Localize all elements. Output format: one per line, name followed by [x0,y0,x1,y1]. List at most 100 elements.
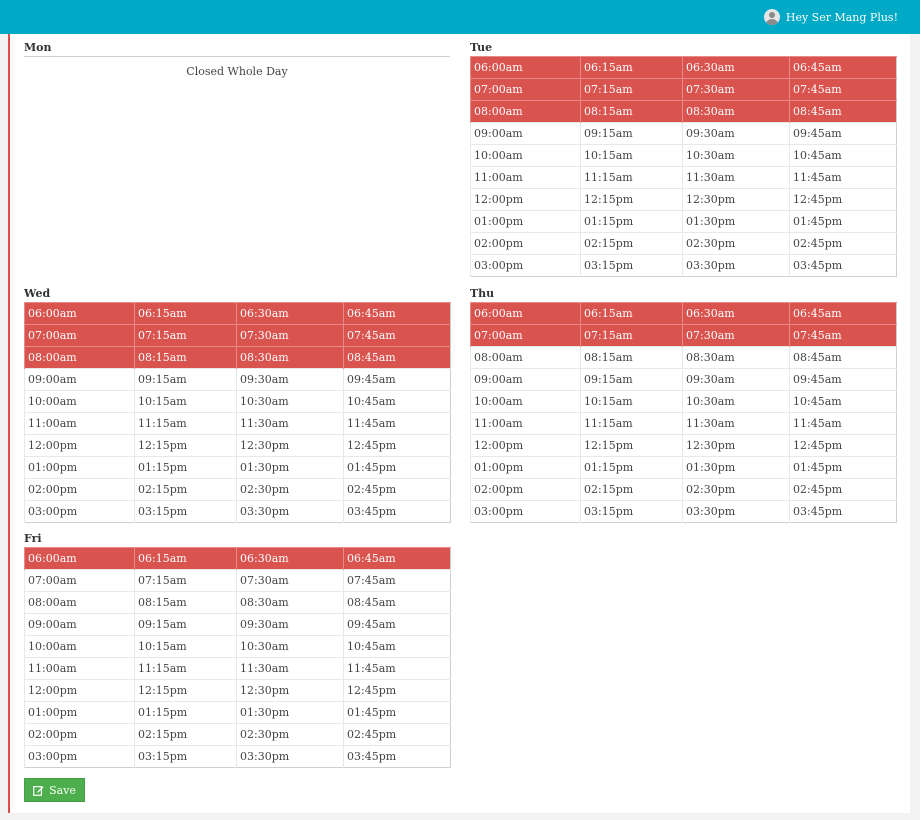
time-slot[interactable]: 03:00pm [24,745,135,768]
time-slot[interactable]: 08:45am [789,100,897,123]
time-slot[interactable]: 10:15am [580,390,683,413]
time-slot[interactable]: 09:15am [134,613,237,636]
time-slot[interactable]: 12:15pm [134,434,237,457]
time-slot[interactable]: 01:15pm [580,456,683,479]
time-slot[interactable]: 12:15pm [580,188,683,211]
time-slot[interactable]: 11:15am [580,412,683,435]
time-slot[interactable]: 10:45am [789,144,897,167]
time-slot[interactable]: 01:00pm [24,701,135,724]
time-slot[interactable]: 06:30am [682,56,790,79]
time-slot[interactable]: 10:30am [682,390,790,413]
time-slot[interactable]: 02:00pm [24,478,135,501]
time-slot[interactable]: 08:00am [24,591,135,614]
time-slot[interactable]: 10:30am [682,144,790,167]
time-slot[interactable]: 11:15am [580,166,683,189]
time-slot[interactable]: 01:45pm [343,456,451,479]
time-slot[interactable]: 11:45am [343,412,451,435]
time-slot[interactable]: 07:15am [580,78,683,101]
time-slot[interactable]: 01:30pm [682,456,790,479]
time-slot[interactable]: 08:00am [470,100,581,123]
time-slot[interactable]: 07:15am [580,324,683,347]
time-slot[interactable]: 03:30pm [682,254,790,277]
time-slot[interactable]: 12:30pm [682,434,790,457]
time-slot[interactable]: 02:00pm [24,723,135,746]
time-slot[interactable]: 12:15pm [134,679,237,702]
time-slot[interactable]: 03:15pm [134,745,237,768]
time-slot[interactable]: 08:15am [580,100,683,123]
time-slot[interactable]: 11:30am [236,657,344,680]
time-slot[interactable]: 12:00pm [470,188,581,211]
time-slot[interactable]: 09:00am [470,368,581,391]
time-slot[interactable]: 01:30pm [682,210,790,233]
time-slot[interactable]: 06:30am [682,302,790,325]
time-slot[interactable]: 08:45am [789,346,897,369]
time-slot[interactable]: 08:15am [134,591,237,614]
time-slot[interactable]: 08:45am [343,346,451,369]
time-slot[interactable]: 08:30am [236,346,344,369]
time-slot[interactable]: 08:30am [682,100,790,123]
time-slot[interactable]: 03:15pm [580,254,683,277]
time-slot[interactable]: 07:30am [236,569,344,592]
time-slot[interactable]: 10:15am [580,144,683,167]
time-slot[interactable]: 08:30am [236,591,344,614]
time-slot[interactable]: 07:00am [24,569,135,592]
time-slot[interactable]: 02:30pm [682,478,790,501]
time-slot[interactable]: 11:00am [24,412,135,435]
time-slot[interactable]: 09:15am [580,368,683,391]
time-slot[interactable]: 09:30am [682,122,790,145]
time-slot[interactable]: 03:30pm [682,500,790,523]
time-slot[interactable]: 10:00am [470,144,581,167]
time-slot[interactable]: 06:15am [134,547,237,570]
time-slot[interactable]: 11:00am [24,657,135,680]
time-slot[interactable]: 06:30am [236,302,344,325]
user-menu[interactable]: Hey Ser Mang Plus! [763,9,898,25]
time-slot[interactable]: 03:45pm [343,745,451,768]
time-slot[interactable]: 11:15am [134,412,237,435]
time-slot[interactable]: 01:45pm [789,456,897,479]
time-slot[interactable]: 07:45am [789,78,897,101]
time-slot[interactable]: 10:45am [789,390,897,413]
time-slot[interactable]: 12:30pm [682,188,790,211]
time-slot[interactable]: 09:00am [24,368,135,391]
time-slot[interactable]: 08:45am [343,591,451,614]
time-slot[interactable]: 01:45pm [343,701,451,724]
time-slot[interactable]: 03:15pm [580,500,683,523]
time-slot[interactable]: 09:30am [682,368,790,391]
time-slot[interactable]: 07:45am [343,569,451,592]
time-slot[interactable]: 06:15am [134,302,237,325]
time-slot[interactable]: 02:15pm [580,232,683,255]
time-slot[interactable]: 08:15am [134,346,237,369]
time-slot[interactable]: 10:45am [343,390,451,413]
time-slot[interactable]: 07:00am [24,324,135,347]
time-slot[interactable]: 07:30am [682,78,790,101]
time-slot[interactable]: 02:45pm [343,723,451,746]
time-slot[interactable]: 02:00pm [470,478,581,501]
time-slot[interactable]: 11:45am [789,166,897,189]
time-slot[interactable]: 09:45am [343,613,451,636]
time-slot[interactable]: 08:30am [682,346,790,369]
time-slot[interactable]: 12:45pm [343,434,451,457]
time-slot[interactable]: 03:00pm [24,500,135,523]
time-slot[interactable]: 02:30pm [236,478,344,501]
save-button[interactable]: Save [24,778,85,802]
time-slot[interactable]: 03:45pm [789,254,897,277]
time-slot[interactable]: 06:00am [24,547,135,570]
time-slot[interactable]: 07:15am [134,569,237,592]
time-slot[interactable]: 08:15am [580,346,683,369]
time-slot[interactable]: 06:15am [580,302,683,325]
time-slot[interactable]: 03:15pm [134,500,237,523]
time-slot[interactable]: 01:00pm [24,456,135,479]
time-slot[interactable]: 02:45pm [343,478,451,501]
time-slot[interactable]: 10:15am [134,635,237,658]
time-slot[interactable]: 10:00am [24,390,135,413]
time-slot[interactable]: 06:00am [470,56,581,79]
time-slot[interactable]: 01:15pm [580,210,683,233]
time-slot[interactable]: 12:45pm [789,188,897,211]
time-slot[interactable]: 11:15am [134,657,237,680]
time-slot[interactable]: 06:15am [580,56,683,79]
time-slot[interactable]: 03:45pm [789,500,897,523]
time-slot[interactable]: 11:30am [682,166,790,189]
time-slot[interactable]: 07:30am [236,324,344,347]
time-slot[interactable]: 02:30pm [236,723,344,746]
time-slot[interactable]: 07:15am [134,324,237,347]
